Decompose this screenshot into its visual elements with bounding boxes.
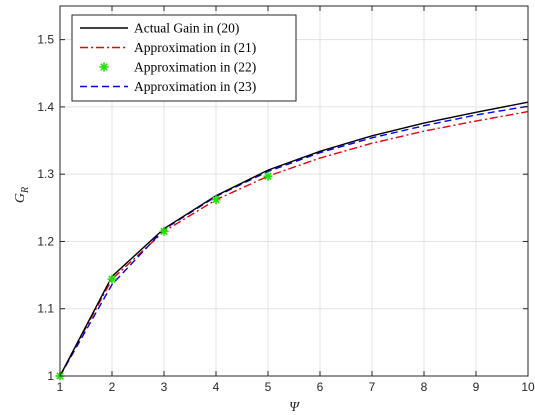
data-point-series-2 (211, 195, 221, 205)
x-tick-label: 10 (521, 380, 535, 394)
x-tick-label: 6 (317, 380, 324, 394)
ticks-layer: 1 2 3 4 5 6 7 8 9 10 1 1.1 1.2 1.3 1.4 1.5 (37, 6, 535, 394)
data-point-series-2 (263, 171, 273, 181)
series-line-1 (59, 110, 529, 377)
legend-marker-2 (99, 62, 109, 72)
y-tick-label: 1.4 (37, 100, 54, 114)
data-point-series-2 (159, 226, 169, 236)
y-tick-label: 1.3 (37, 167, 54, 181)
legend-label-2: Approximation in (22) (134, 60, 256, 75)
y-axis-label: G (13, 193, 28, 203)
legend-label-1: Approximation in (21) (134, 40, 256, 55)
plot-area-border (59, 5, 529, 377)
y-axis-label-group: GR (13, 187, 31, 203)
x-tick-label: 1 (57, 380, 64, 394)
series-layer (55, 101, 529, 381)
x-tick-label: 5 (265, 380, 272, 394)
legend-label-3: Approximation in (23) (134, 79, 256, 94)
y-tick-label: 1.2 (37, 234, 54, 248)
y-tick-label: 1.5 (37, 33, 54, 47)
y-tick-label: 1 (47, 369, 54, 383)
legend-label-0: Actual Gain in (20) (134, 21, 239, 36)
x-tick-label: 7 (369, 380, 376, 394)
svg-text:GR: GR (13, 187, 31, 203)
x-tick-label: 2 (109, 380, 116, 394)
x-tick-label: 3 (161, 380, 168, 394)
data-point-series-2 (107, 274, 117, 284)
y-axis-label-subscript: R (20, 187, 31, 194)
series-line-0 (59, 101, 529, 377)
y-tick-label: 1.1 (37, 302, 54, 316)
x-tick-label: 8 (421, 380, 428, 394)
legend: Actual Gain in (20) Approximation in (21)… (71, 14, 297, 102)
series-line-3 (59, 105, 529, 377)
legend-box (71, 14, 297, 102)
x-tick-label: 4 (213, 380, 220, 394)
x-tick-label: 9 (473, 380, 480, 394)
x-axis-label: Ψ (289, 400, 300, 415)
